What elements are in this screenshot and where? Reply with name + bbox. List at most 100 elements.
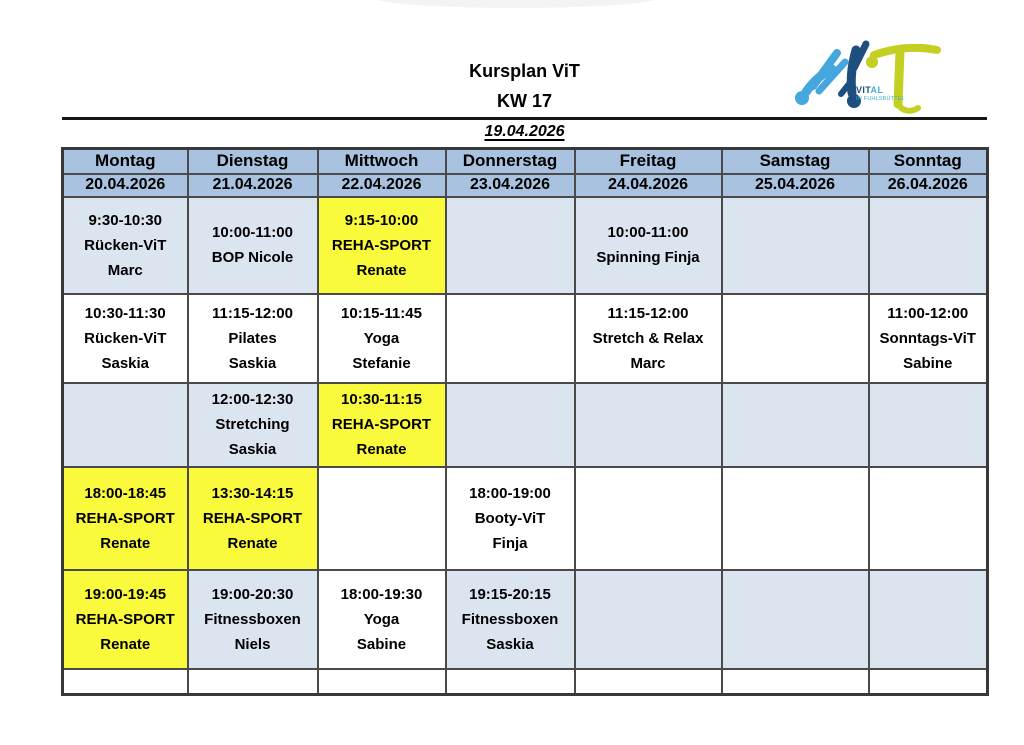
schedule-row: 19:00-19:45 REHA-SPORT Renate 19:00-20:30 Fi… — [61, 568, 989, 670]
course-cell-line: Saskia — [101, 354, 150, 372]
course-cell: 19:00-20:30 Fitnessboxen Niels — [186, 568, 319, 670]
course-cell-line: Fitnessboxen — [204, 610, 301, 628]
course-cell-line: 10:15-11:45 — [341, 304, 422, 322]
course-cell-line: Renate — [100, 534, 151, 552]
day-header-dienstag: Dienstag — [186, 147, 319, 175]
date-header-mittwoch: 22.04.2026 — [316, 172, 447, 198]
course-cell-line: 12:00-12:30 — [211, 391, 294, 408]
empty-cell — [720, 195, 870, 295]
course-cell: 10:30-11:15 REHA-SPORT Renate — [316, 381, 447, 468]
empty-cell — [867, 667, 989, 696]
date-header-dienstag: 21.04.2026 — [186, 172, 319, 198]
course-cell: 18:00-19:30 Yoga Sabine — [316, 568, 447, 670]
course-cell: 9:15-10:00 REHA-SPORT Renate — [316, 195, 447, 295]
course-cell-line: 10:00-11:00 — [212, 224, 293, 241]
course-cell-line: REHA-SPORT — [75, 610, 175, 628]
course-cell: 10:00-11:00 Spinning Finja — [573, 195, 723, 295]
course-cell-line: Booty-ViT — [474, 509, 546, 527]
empty-cell — [573, 381, 723, 468]
course-cell-line: 13:30-14:15 — [211, 484, 294, 502]
course-cell-line: Sabine — [356, 635, 407, 653]
empty-cell — [867, 381, 989, 468]
date-header-donnerstag: 23.04.2026 — [444, 172, 576, 198]
empty-cell — [316, 667, 447, 696]
schedule-body: 9:30-10:30 Rücken-ViT Marc 10:00-11:00 BOP N… — [61, 195, 989, 696]
course-cell-line: Pilates — [228, 329, 277, 347]
course-cell-line: 10:00-11:00 — [607, 224, 689, 241]
day-header-montag: Montag — [61, 147, 189, 175]
course-cell-line: Stretch & Relax — [592, 329, 704, 347]
schedule-table: Montag Dienstag Mittwoch Donnerstag Freitag S… — [61, 147, 989, 696]
course-cell-line: Yoga — [363, 610, 400, 628]
schedule-row: 10:30-11:30 Rücken-ViT Saskia 11:15-12:00 Pi… — [61, 292, 989, 384]
schedule-row — [61, 667, 989, 696]
divider-line — [62, 117, 987, 120]
empty-cell — [61, 381, 189, 468]
empty-cell — [444, 667, 576, 696]
empty-cell — [720, 381, 870, 468]
course-cell-line: 19:15-20:15 — [469, 585, 551, 603]
empty-cell — [316, 465, 447, 571]
course-cell-line: 11:00-12:00 — [887, 304, 969, 322]
week-start-date: 19.04.2026 — [484, 123, 565, 140]
date-header-freitag: 24.04.2026 — [573, 172, 723, 198]
logo-brand: VITAL — [856, 85, 884, 95]
course-cell-line: 18:00-18:45 — [84, 484, 167, 502]
empty-cell — [444, 195, 576, 295]
course-cell: 11:15-12:00 Stretch & Relax Marc — [573, 292, 723, 384]
gymnasts-logo-icon — [795, 40, 941, 114]
course-cell-line: 9:15-10:00 — [344, 211, 419, 229]
course-cell-line: 11:15-12:00 — [607, 304, 689, 322]
course-cell-line: REHA-SPORT — [331, 236, 432, 254]
course-cell: 19:15-20:15 Fitnessboxen Saskia — [444, 568, 576, 670]
logo-wordmark: VITAL IN FUHLSBÜTTEL — [856, 85, 905, 102]
day-header-samstag: Samstag — [720, 147, 870, 175]
day-header-sonntag: Sonntag — [867, 147, 989, 175]
empty-cell — [720, 465, 870, 571]
course-cell-line: Sonntags-ViT — [879, 329, 976, 347]
course-cell-line: Spinning Finja — [596, 249, 700, 266]
course-cell-line: Finja — [492, 534, 528, 552]
course-cell-line: Saskia — [228, 354, 277, 372]
course-cell-line: Marc — [107, 261, 143, 279]
course-cell: 10:15-11:45 Yoga Stefanie — [316, 292, 447, 384]
vit-logo: VITAL IN FUHLSBÜTTEL — [788, 34, 960, 118]
course-cell-line: 18:00-19:30 — [340, 585, 423, 603]
day-name-row: Montag Dienstag Mittwoch Donnerstag Freitag S… — [61, 147, 989, 175]
course-cell-line: REHA-SPORT — [331, 416, 432, 433]
empty-cell — [573, 667, 723, 696]
course-cell-line: Renate — [356, 441, 407, 458]
course-cell-line: Marc — [630, 354, 666, 372]
schedule-row: 18:00-18:45 REHA-SPORT Renate 13:30-14:15 RE… — [61, 465, 989, 571]
day-header-donnerstag: Donnerstag — [444, 147, 576, 175]
date-header-samstag: 25.04.2026 — [720, 172, 870, 198]
course-cell: 10:00-11:00 BOP Nicole — [186, 195, 319, 295]
page-header: Kursplan ViT KW 17 — [62, 56, 987, 116]
course-cell-line: 10:30-11:15 — [341, 391, 422, 408]
empty-cell — [186, 667, 319, 696]
course-cell-line: Rücken-ViT — [84, 329, 167, 347]
week-label: KW 17 — [496, 91, 552, 111]
course-cell-line: Fitnessboxen — [461, 610, 559, 628]
schedule-row: 9:30-10:30 Rücken-ViT Marc 10:00-11:00 BOP N… — [61, 195, 989, 295]
course-cell-line: Renate — [356, 261, 407, 279]
schedule-row: 12:00-12:30 Stretching Saskia 10:30-11:15 RE… — [61, 381, 989, 468]
date-header-sonntag: 26.04.2026 — [867, 172, 989, 198]
course-cell-line: 11:15-12:00 — [212, 304, 293, 322]
scan-shadow — [368, 0, 664, 8]
course-cell: 19:00-19:45 REHA-SPORT Renate — [61, 568, 189, 670]
course-cell: 10:30-11:30 Rücken-ViT Saskia — [61, 292, 189, 384]
day-header-mittwoch: Mittwoch — [316, 147, 447, 175]
empty-cell — [867, 195, 989, 295]
page-title: Kursplan ViT — [469, 61, 580, 81]
course-cell: 9:30-10:30 Rücken-ViT Marc — [61, 195, 189, 295]
course-cell-line: Niels — [234, 635, 271, 653]
course-cell-line: Sabine — [903, 354, 953, 372]
course-cell-line: Saskia — [228, 441, 277, 458]
empty-cell — [61, 667, 189, 696]
course-cell-line: BOP Nicole — [211, 249, 294, 266]
course-cell-line: Renate — [100, 635, 151, 653]
course-cell: 13:30-14:15 REHA-SPORT Renate — [186, 465, 319, 571]
empty-cell — [573, 465, 723, 571]
